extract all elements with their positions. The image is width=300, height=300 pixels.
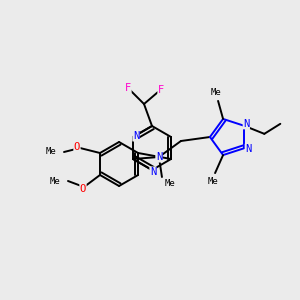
Text: N: N (156, 152, 162, 162)
Text: Me: Me (208, 177, 218, 186)
Text: F: F (158, 85, 164, 95)
Text: O: O (74, 142, 80, 152)
Text: F: F (125, 83, 131, 93)
Text: N: N (243, 119, 249, 129)
Text: Me: Me (165, 178, 176, 188)
Text: N: N (133, 131, 139, 141)
Text: Me: Me (49, 176, 60, 185)
Text: Me: Me (45, 148, 56, 157)
Text: O: O (80, 184, 86, 194)
Text: N: N (245, 144, 251, 154)
Text: Me: Me (211, 88, 221, 98)
Text: N: N (150, 167, 156, 177)
